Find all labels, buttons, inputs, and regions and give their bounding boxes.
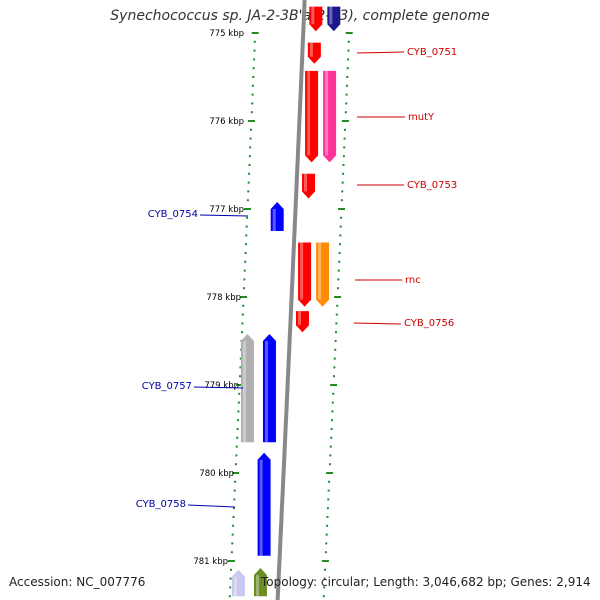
gene-arrow-highlight (233, 576, 237, 597)
scale-labels: 775 kbp 776 kbp 777 kbp 778 kbp 779 kbp … (193, 29, 244, 567)
genome-summary: Topology: circular; Length: 3,046,682 bp… (261, 575, 591, 589)
leader-CYB_0757 (193, 386, 244, 389)
accession-label: Accession: NC_007776 (9, 575, 146, 589)
gene-arrow-highlight (304, 173, 307, 192)
gene-arrow-highlight (265, 341, 268, 443)
gene-arrow-CYB_0750-partial[interactable] (309, 6, 323, 32)
gene-arrow-highlight (307, 70, 311, 156)
gene-arrow-CYB_0756[interactable] (295, 311, 309, 333)
scale-label-778: 778 kbp (206, 293, 241, 303)
scale-label-780: 780 kbp (199, 469, 234, 479)
gene-arrow-highlight (325, 70, 329, 156)
gene-arrow-CYB_0753[interactable] (302, 173, 316, 199)
gene-arrow-mutY[interactable] (305, 70, 319, 163)
scale-label-779: 779 kbp (204, 381, 239, 391)
outer-tick-track (321, 32, 353, 598)
gene-arrow-highlight (309, 42, 313, 57)
inner-tick-track (227, 32, 259, 598)
gene-features (231, 6, 341, 597)
gene-arrow-highlight (311, 6, 315, 25)
scale-label-777: 777 kbp (209, 205, 244, 215)
gene-arrow-CYB_0759-partial[interactable] (253, 568, 267, 597)
gene-arrow-CYB_0757[interactable] (262, 333, 276, 443)
gene-arrow-highlight (300, 242, 304, 300)
gene-arrow-CYB_0758[interactable] (257, 452, 271, 556)
leader-CYB_0756 (353, 322, 402, 325)
leader-CYB_0751 (356, 51, 405, 54)
gene-label-CYB_0751[interactable]: CYB_0751 (407, 47, 457, 58)
gene-label-CYB_0756[interactable]: CYB_0756 (404, 318, 454, 329)
gene-arrow-rnc-companion[interactable] (316, 242, 330, 307)
map-title: Synechococcus sp. JA-2-3B'a(2-13), compl… (110, 8, 490, 24)
gene-arrow-CYB_0754[interactable] (270, 201, 284, 231)
scale-label-776: 776 kbp (209, 117, 244, 127)
gene-arrow-highlight (298, 311, 301, 326)
gene-arrow-highlight (243, 341, 246, 443)
leader-CYB_0758 (187, 504, 236, 508)
gene-arrow-highlight (329, 6, 333, 25)
gene-label-rnc[interactable]: rnc (405, 275, 421, 286)
scale-label-775: 775 kbp (209, 29, 244, 39)
gene-arrow-CYB_0751[interactable] (307, 42, 321, 64)
gene-arrow-CYB_0750-companion-partial[interactable] (327, 6, 341, 32)
genome-backbone (275, 0, 307, 600)
gene-arrow-mutY-companion[interactable] (323, 70, 337, 163)
gene-arrow-highlight (272, 209, 276, 231)
gene-label-mutY[interactable]: mutY (408, 112, 435, 123)
gene-arrow-rnc[interactable] (298, 242, 312, 307)
leader-CYB_0754 (199, 214, 249, 217)
scale-label-781: 781 kbp (193, 557, 228, 567)
gene-arrow-highlight (256, 575, 259, 597)
gene-arrow-CYB_0757-companion[interactable] (240, 333, 254, 443)
gene-label-CYB_0758[interactable]: CYB_0758 (136, 499, 186, 510)
gene-arrow-highlight (259, 459, 263, 556)
leader-lines (187, 51, 405, 508)
gene-labels: CYB_0751 mutY CYB_0753 CYB_0754 rnc CYB_… (136, 47, 457, 510)
gene-arrow-highlight (318, 242, 322, 300)
gene-label-CYB_0753[interactable]: CYB_0753 (407, 180, 457, 191)
gene-label-CYB_0754[interactable]: CYB_0754 (148, 209, 198, 220)
gene-label-CYB_0757[interactable]: CYB_0757 (142, 381, 192, 392)
gene-arrow-CYB_0759-companion-partial[interactable] (231, 569, 245, 597)
